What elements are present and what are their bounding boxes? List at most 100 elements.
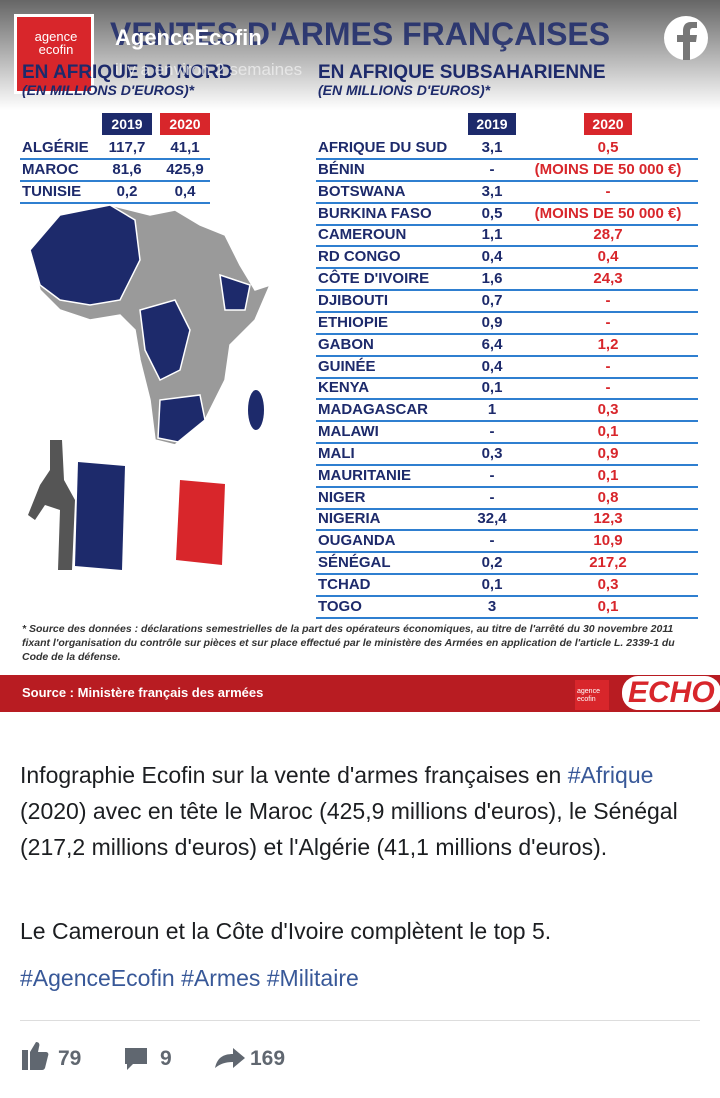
row-line bbox=[316, 616, 698, 619]
value-2020: 0,1 bbox=[597, 597, 619, 615]
column-header: 2019 bbox=[111, 116, 143, 132]
text: Infographie Ecofin sur la vente d'armes … bbox=[20, 762, 568, 788]
value-2019: 117,7 bbox=[108, 139, 146, 156]
value-2019: 1,6 bbox=[481, 270, 503, 288]
logo: agence ecofin bbox=[34, 29, 78, 57]
infographic-title: VENTES D'ARMES FRANÇAISES bbox=[110, 16, 611, 52]
value-2020: 217,2 bbox=[589, 554, 627, 572]
row-label: OUGANDA bbox=[318, 532, 396, 550]
page-name: AgenceEcofin bbox=[115, 25, 262, 50]
share-count[interactable]: 169 bbox=[250, 1047, 286, 1070]
value-2020: - bbox=[605, 182, 611, 200]
row-label: BÉNIN bbox=[318, 160, 365, 178]
value-2019: 0,5 bbox=[481, 204, 503, 222]
post-text: Infographie Ecofin sur la vente d'armes … bbox=[20, 757, 700, 865]
hashtags: #AgenceEcofin #Armes #Militaire bbox=[20, 960, 700, 996]
row-label: ALGÉRIE bbox=[22, 139, 89, 156]
row-label: DJIBOUTI bbox=[318, 291, 389, 309]
row-label: GUINÉE bbox=[318, 357, 376, 375]
value-2020: 0,3 bbox=[597, 576, 619, 593]
section-heading: EN AFRIQUE DU NORD bbox=[22, 62, 233, 83]
value-2020: 24,3 bbox=[593, 270, 623, 288]
row-label: NIGER bbox=[318, 488, 366, 506]
value-2019: - bbox=[489, 423, 495, 441]
value-2020: 0,4 bbox=[597, 248, 619, 266]
value-2019: 3 bbox=[487, 597, 497, 615]
row-label: MALAWI bbox=[318, 423, 379, 441]
row-label: BURKINA FASO bbox=[318, 204, 432, 222]
row-label: MADAGASCAR bbox=[318, 401, 428, 419]
value-2019: 0,4 bbox=[481, 248, 503, 266]
row-label: TCHAD bbox=[318, 576, 371, 593]
column-header: 2020 bbox=[592, 116, 624, 132]
row-line bbox=[20, 158, 210, 160]
value-2019: 0,2 bbox=[481, 554, 503, 572]
value-2019: - bbox=[489, 532, 495, 550]
value-2019: 0,7 bbox=[481, 291, 503, 309]
row-line bbox=[316, 507, 698, 510]
value-2019: 1,1 bbox=[481, 226, 503, 244]
hashtag[interactable]: #AgenceEcofin bbox=[20, 965, 175, 991]
value-2020: 0,1 bbox=[597, 423, 619, 441]
row-line bbox=[316, 463, 698, 466]
row-label: KENYA bbox=[318, 379, 370, 397]
value-2020: 0,5 bbox=[597, 139, 619, 156]
value-2019: 3,1 bbox=[481, 139, 503, 156]
value-2020: (MOINS DE 50 000 €) bbox=[534, 204, 682, 222]
value-2019: 0,1 bbox=[481, 576, 503, 593]
row-line bbox=[316, 398, 698, 401]
row-label: TOGO bbox=[318, 597, 362, 615]
row-line bbox=[316, 573, 698, 576]
divider bbox=[20, 1020, 700, 1021]
value-2019: 1 bbox=[487, 401, 497, 419]
row-line bbox=[316, 354, 698, 357]
source: Source : Ministère français des armées bbox=[22, 685, 264, 700]
value-2020: 28,7 bbox=[593, 226, 623, 244]
value-2019: - bbox=[489, 466, 495, 484]
column-header: 2019 bbox=[476, 116, 508, 132]
value-2020: 0,8 bbox=[597, 488, 619, 506]
value-2020: 1,2 bbox=[597, 335, 619, 353]
hashtag[interactable]: #Armes bbox=[181, 965, 261, 991]
row-label: NIGERIA bbox=[318, 510, 381, 528]
row-line bbox=[316, 551, 698, 554]
row-label: GABON bbox=[318, 335, 374, 353]
value-2020: - bbox=[605, 291, 611, 309]
row-label: RD CONGO bbox=[318, 248, 401, 266]
value-2020: - bbox=[605, 357, 611, 375]
row-label: TUNISIE bbox=[22, 182, 82, 200]
comment-count[interactable]: 9 bbox=[160, 1047, 172, 1070]
value-2019: - bbox=[489, 488, 495, 506]
brand: ECHO bbox=[622, 676, 720, 710]
row-line bbox=[316, 442, 698, 445]
row-line bbox=[20, 201, 210, 204]
row-line bbox=[316, 289, 698, 292]
row-label: MAURITANIE bbox=[318, 466, 412, 484]
row-label: AFRIQUE DU SUD bbox=[318, 139, 448, 156]
value-2020: 425,9 bbox=[166, 160, 204, 178]
value-2020: 41,1 bbox=[170, 139, 200, 156]
unit: (EN MILLIONS D'EUROS)* bbox=[22, 82, 195, 98]
row-line bbox=[316, 332, 698, 335]
value-2019: - bbox=[489, 160, 495, 178]
row-label: SÉNÉGAL bbox=[318, 554, 391, 572]
hashtag[interactable]: #Militaire bbox=[266, 965, 359, 991]
value-2019: 32,4 bbox=[477, 510, 507, 528]
post-time: il y a environ 2 semaines bbox=[115, 60, 303, 79]
like-count[interactable]: 79 bbox=[58, 1047, 82, 1070]
value-2020: 0,1 bbox=[597, 466, 619, 484]
value-2020: 12,3 bbox=[593, 510, 623, 528]
value-2020: 0,3 bbox=[597, 401, 619, 419]
band-logo: agence ecofin bbox=[577, 688, 600, 703]
value-2020: 10,9 bbox=[593, 532, 623, 550]
hashtag[interactable]: #Afrique bbox=[567, 762, 654, 788]
row-line bbox=[316, 420, 698, 423]
value-2019: 0,2 bbox=[116, 182, 138, 200]
value-2019: 81,6 bbox=[112, 160, 142, 178]
footnote: * Source des données : déclarations seme… bbox=[22, 623, 675, 663]
value-2019: 0,9 bbox=[481, 313, 503, 331]
post-text: Le Cameroun et la Côte d'Ivoire complète… bbox=[20, 918, 552, 944]
unit: (EN MILLIONS D'EUROS)* bbox=[318, 82, 491, 98]
section-heading: EN AFRIQUE SUBSAHARIENNE bbox=[318, 62, 606, 83]
